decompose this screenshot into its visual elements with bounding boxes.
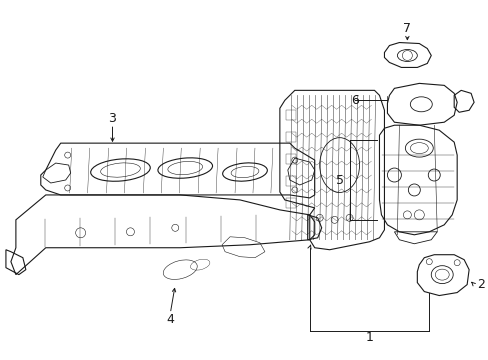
Text: 4: 4	[166, 313, 174, 326]
Text: 7: 7	[403, 22, 410, 35]
Text: 5: 5	[335, 174, 343, 186]
Text: 3: 3	[108, 112, 116, 125]
Text: 6: 6	[350, 94, 358, 107]
Text: 2: 2	[476, 278, 484, 291]
Text: 1: 1	[365, 331, 373, 344]
